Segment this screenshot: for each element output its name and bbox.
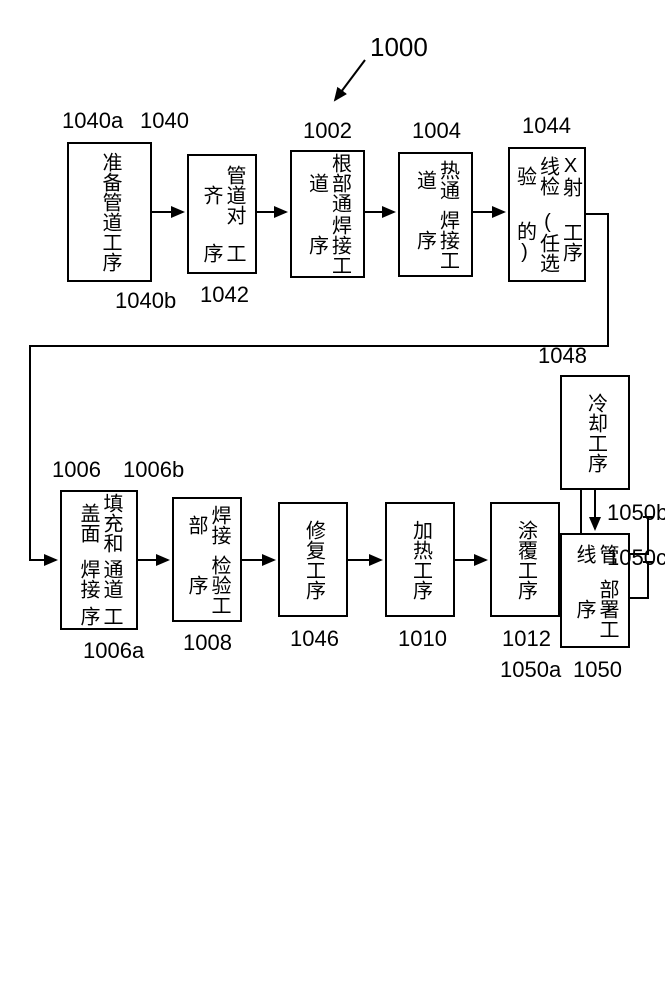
ref-label: 1050 (573, 657, 622, 683)
ref-label: 1048 (538, 343, 587, 369)
ref-label: 1040 (140, 108, 189, 134)
ref-label: 1010 (398, 626, 447, 652)
box-text-line: 通道焊接 (76, 554, 122, 603)
box-text-line: 工序 (76, 603, 122, 628)
ref-label: 1040a (62, 108, 123, 134)
process-box-b1002: 根部通道焊接工序 (290, 150, 365, 278)
ref-label: 1050a (500, 657, 561, 683)
box-text-line: 焊接部 (184, 499, 230, 551)
box-text-line: 加热工序 (409, 520, 432, 600)
ref-label: 1002 (303, 118, 352, 144)
box-text-line: 修复工序 (302, 520, 325, 600)
box-text-line: 冷却工序 (584, 393, 607, 473)
box-text-line: 部署工序 (572, 572, 618, 646)
process-box-b1042: 管道对齐工序 (187, 154, 257, 274)
ref-label: 1006b (123, 457, 184, 483)
process-box-b1010: 加热工序 (385, 502, 455, 617)
process-box-b1040: 准备管道工序 (67, 142, 152, 282)
box-text-line: 工序(任选的) (513, 203, 582, 280)
process-box-b1044: X射线检验工序(任选的) (508, 147, 586, 282)
box-text-line: 工序 (199, 233, 245, 272)
box-text-line: 工序 (98, 232, 121, 272)
box-text-line: 热通道 (413, 154, 459, 206)
ref-label: 1050b (607, 500, 665, 526)
box-text-line: 检验工序 (184, 551, 230, 620)
ref-label: 1044 (522, 113, 571, 139)
box-text-line: 涂覆工序 (514, 520, 537, 600)
box-text-line: 焊接工序 (305, 214, 351, 276)
ref-label: 1006 (52, 457, 101, 483)
diagram-id-label: 1000 (370, 32, 428, 63)
box-text-line: 根部通道 (305, 152, 351, 214)
process-box-b1004: 热通道焊接工序 (398, 152, 473, 277)
box-text-line: 管道对齐 (199, 156, 245, 233)
box-text-line: 准备管道 (98, 152, 121, 232)
process-box-b1048: 冷却工序 (560, 375, 630, 490)
box-text-line: 焊接工序 (413, 206, 459, 275)
box-text-line: X射线检验 (513, 149, 582, 203)
process-box-b1008: 焊接部检验工序 (172, 497, 242, 622)
ref-label: 1004 (412, 118, 461, 144)
process-box-b1012: 涂覆工序 (490, 502, 560, 617)
ref-label: 1050c (607, 545, 665, 571)
process-box-b1046: 修复工序 (278, 502, 348, 617)
ref-label: 1012 (502, 626, 551, 652)
process-box-b1006: 填充和盖面通道焊接工序 (60, 490, 138, 630)
ref-label: 1040b (115, 288, 176, 314)
ref-label: 1006a (83, 638, 144, 664)
box-text-line: 填充和盖面 (76, 492, 122, 554)
ref-label: 1008 (183, 630, 232, 656)
ref-label: 1046 (290, 626, 339, 652)
ref-label: 1042 (200, 282, 249, 308)
